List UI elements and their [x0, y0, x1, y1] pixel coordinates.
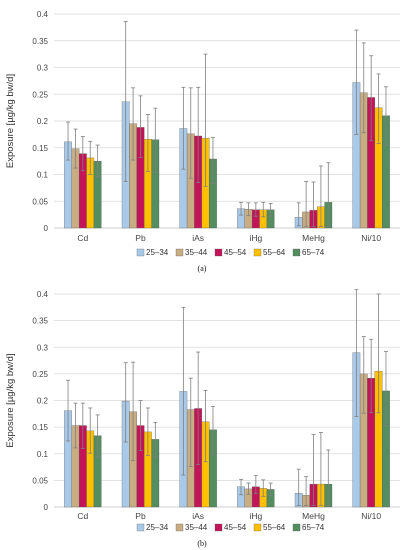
legend-swatch	[136, 523, 145, 532]
legend-swatch	[253, 248, 262, 257]
legend-swatch	[175, 523, 184, 532]
y-tick-label: 0	[44, 224, 49, 233]
y-axis-label: Exposure [µg/kg bw/d]	[5, 353, 16, 447]
legend-label: 35–44	[185, 248, 208, 257]
panel-label: (a)	[198, 264, 207, 273]
legend-swatch	[292, 523, 301, 532]
y-tick-label: 0.4	[37, 10, 49, 19]
legend-label: 25–34	[146, 248, 169, 257]
legend: 25–34 35–44 45–54 55–64 65–74	[136, 523, 325, 532]
category-label: Cd	[77, 511, 88, 521]
category-label: Ni/10	[361, 511, 381, 521]
y-tick-label: 0	[44, 503, 49, 512]
legend-swatch	[214, 523, 223, 532]
y-tick-label: 0.35	[32, 37, 48, 46]
category-label: Pb	[135, 233, 146, 243]
category-label: iAs	[192, 511, 204, 521]
legend-label: 45–54	[224, 248, 247, 257]
y-tick-label: 0.3	[37, 343, 49, 352]
y-axis-label: Exposure [µg/kg bw/d]	[5, 74, 16, 168]
legend-label: 25–34	[146, 523, 169, 532]
y-tick-label: 0.25	[32, 90, 48, 99]
legend-label: 55–64	[263, 248, 286, 257]
legend-label: 35–44	[185, 523, 208, 532]
legend-swatch	[292, 248, 301, 257]
y-tick-label: 0.35	[32, 317, 48, 326]
category-label: iAs	[192, 233, 204, 243]
category-label: Ni/10	[361, 233, 381, 243]
legend-label: 45–54	[224, 523, 247, 532]
panel-label: (b)	[197, 539, 207, 548]
y-tick-label: 0.15	[32, 423, 48, 432]
legend-swatch	[253, 523, 262, 532]
y-tick-label: 0.1	[37, 171, 49, 180]
category-label: MeHg	[302, 511, 325, 521]
category-label: MeHg	[302, 233, 325, 243]
y-tick-label: 0.2	[37, 397, 49, 406]
y-tick-label: 0.05	[32, 197, 48, 206]
chart-panel-1: 0 0.05 0.1 0.15 0.2 0.25 0.3 0.35 0.4 Exposure [µ…	[5, 289, 400, 548]
y-tick-label: 0.1	[37, 450, 49, 459]
y-tick-label: 0.4	[37, 290, 49, 299]
y-tick-label: 0.3	[37, 64, 49, 73]
category-label: iHg	[249, 511, 262, 521]
legend-swatch	[214, 248, 223, 257]
legend-swatch	[175, 248, 184, 257]
y-tick-label: 0.25	[32, 370, 48, 379]
legend: 25–34 35–44 45–54 55–64 65–74	[136, 248, 325, 257]
y-tick-label: 0.2	[37, 117, 49, 126]
y-tick-label: 0.05	[32, 476, 48, 485]
legend-label: 55–64	[263, 523, 286, 532]
category-label: Pb	[135, 511, 146, 521]
y-tick-label: 0.15	[32, 144, 48, 153]
legend-swatch	[136, 248, 145, 257]
legend-label: 65–74	[302, 523, 325, 532]
chart-panel-0: 0 0.05 0.1 0.15 0.2 0.25 0.3 0.35 0.4 Exposure [µ…	[5, 10, 400, 273]
category-label: Cd	[77, 233, 88, 243]
category-label: iHg	[249, 233, 262, 243]
legend-label: 65–74	[302, 248, 325, 257]
